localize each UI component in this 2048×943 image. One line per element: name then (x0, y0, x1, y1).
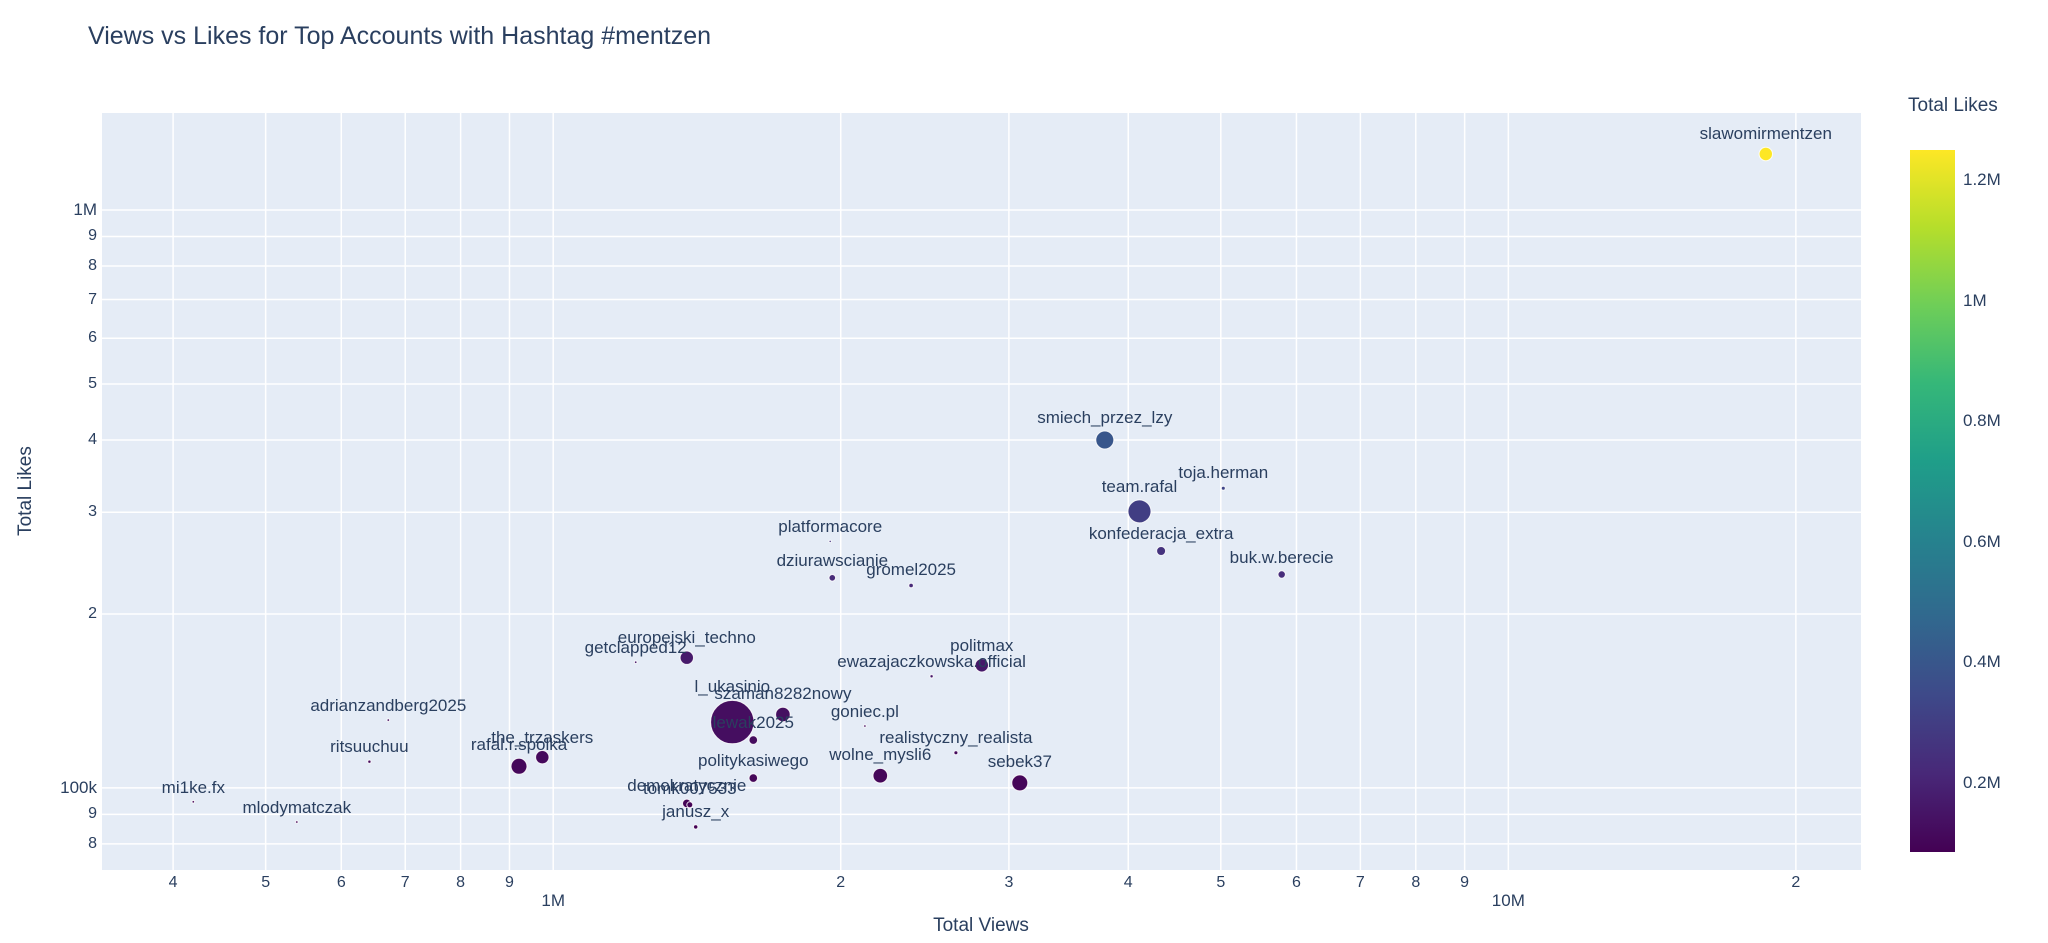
point-szaman8282nowy[interactable] (775, 706, 791, 723)
point-goniec.pl[interactable] (863, 724, 867, 728)
point-getclapped12[interactable] (633, 660, 638, 665)
point-tomk007533[interactable] (686, 801, 694, 809)
plot-background (102, 113, 1861, 870)
point-ritsuuchuu[interactable] (367, 759, 372, 764)
point-mi1ke.fx[interactable] (191, 800, 196, 804)
x-axis-title: Total Views (933, 915, 1029, 936)
point-slawomirmentzen[interactable] (1758, 146, 1774, 162)
colorbar-title: Total Likes (1908, 95, 1998, 116)
point-the_trzaskers[interactable] (535, 750, 550, 765)
point-wolne_mysli6[interactable] (872, 767, 889, 784)
point-sebek37[interactable] (1011, 774, 1029, 792)
colorbar-gradient (1910, 150, 1955, 852)
chart-title: Views vs Likes for Top Accounts with Has… (88, 22, 712, 50)
point-platformacore[interactable] (828, 539, 832, 544)
point-rafal.r.spolka[interactable] (510, 757, 528, 775)
point-mlodymatczak[interactable] (295, 820, 299, 824)
point-dziurawscianie[interactable] (828, 574, 837, 582)
point-janusz_x[interactable] (693, 824, 699, 830)
point-ewazajaczkowska.official[interactable] (929, 674, 934, 679)
point-politykasiwego[interactable] (748, 773, 759, 783)
point-toja.herman[interactable] (1220, 485, 1226, 491)
point-team.rafal[interactable] (1127, 499, 1152, 524)
point-l_ukasinio[interactable] (710, 699, 755, 745)
point-europejski_techno[interactable] (679, 650, 694, 665)
point-adrianzandberg2025[interactable] (386, 718, 391, 722)
point-gromel2025[interactable] (908, 582, 914, 589)
point-konfederacja_extra[interactable] (1156, 546, 1167, 556)
point-buk.w.berecie[interactable] (1277, 570, 1286, 579)
point-smiech_przez_lzy[interactable] (1095, 430, 1115, 450)
point-lewak2025[interactable] (748, 735, 759, 745)
y-axis-title: Total Likes (15, 446, 36, 536)
point-politmax[interactable] (974, 658, 989, 673)
point-realistyczny_realista[interactable] (953, 750, 959, 756)
